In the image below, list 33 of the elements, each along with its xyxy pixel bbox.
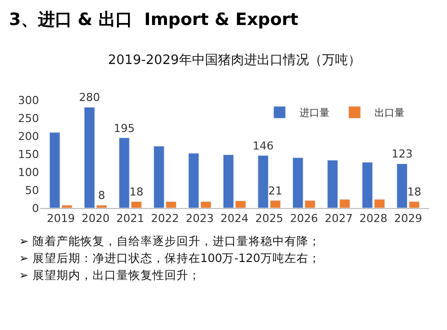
x-tick-label: 2029	[394, 212, 422, 226]
x-tick-label: 2024	[220, 212, 248, 226]
data-label: 146	[252, 139, 274, 152]
legend-label: 出口量	[374, 107, 405, 120]
x-tick-label: 2021	[116, 212, 144, 226]
y-tick-label: 100	[18, 166, 39, 179]
legend-label: 进口量	[300, 107, 330, 120]
x-tick-label: 2020	[82, 212, 110, 226]
y-tick-label: 300	[18, 94, 39, 107]
text: ➢ 展望后期：净进口状态，保持在100万-120万吨左右；	[19, 251, 320, 265]
data-label: 21	[268, 184, 282, 198]
data-label: 18	[407, 186, 422, 199]
data-label: 18	[129, 186, 144, 199]
chart-subtitle: 2019-2029年中国猪肉进出口情况（万吨）	[108, 53, 361, 68]
data-label: 195	[114, 122, 135, 135]
x-tick-label: 2022	[151, 212, 180, 226]
data-label: 8	[98, 189, 106, 202]
x-tick-label: 2027	[324, 212, 353, 226]
x-tick-label: 2028	[359, 212, 388, 226]
chart-title: 3、进口 & 出口 Import & Export	[8, 10, 298, 30]
text: ➢ 展望期内，出口量恢复性回升；	[19, 268, 200, 282]
x-tick-label: 2019	[46, 212, 75, 226]
data-label: 280	[78, 91, 100, 104]
x-tick-label: 2026	[290, 212, 318, 226]
x-tick-label: 2025	[255, 212, 284, 226]
y-tick-label: 50	[25, 184, 39, 197]
x-tick-label: 2023	[186, 212, 214, 226]
y-tick-label: 150	[18, 148, 39, 161]
y-tick-label: 200	[18, 130, 39, 143]
y-tick-label: 250	[18, 112, 39, 125]
y-tick-label: 0	[32, 202, 39, 215]
text: ➢ 随着产能恢复，自给率逐步回升，进口量将稳中有降；	[19, 234, 320, 248]
data-label: 123	[392, 148, 413, 161]
